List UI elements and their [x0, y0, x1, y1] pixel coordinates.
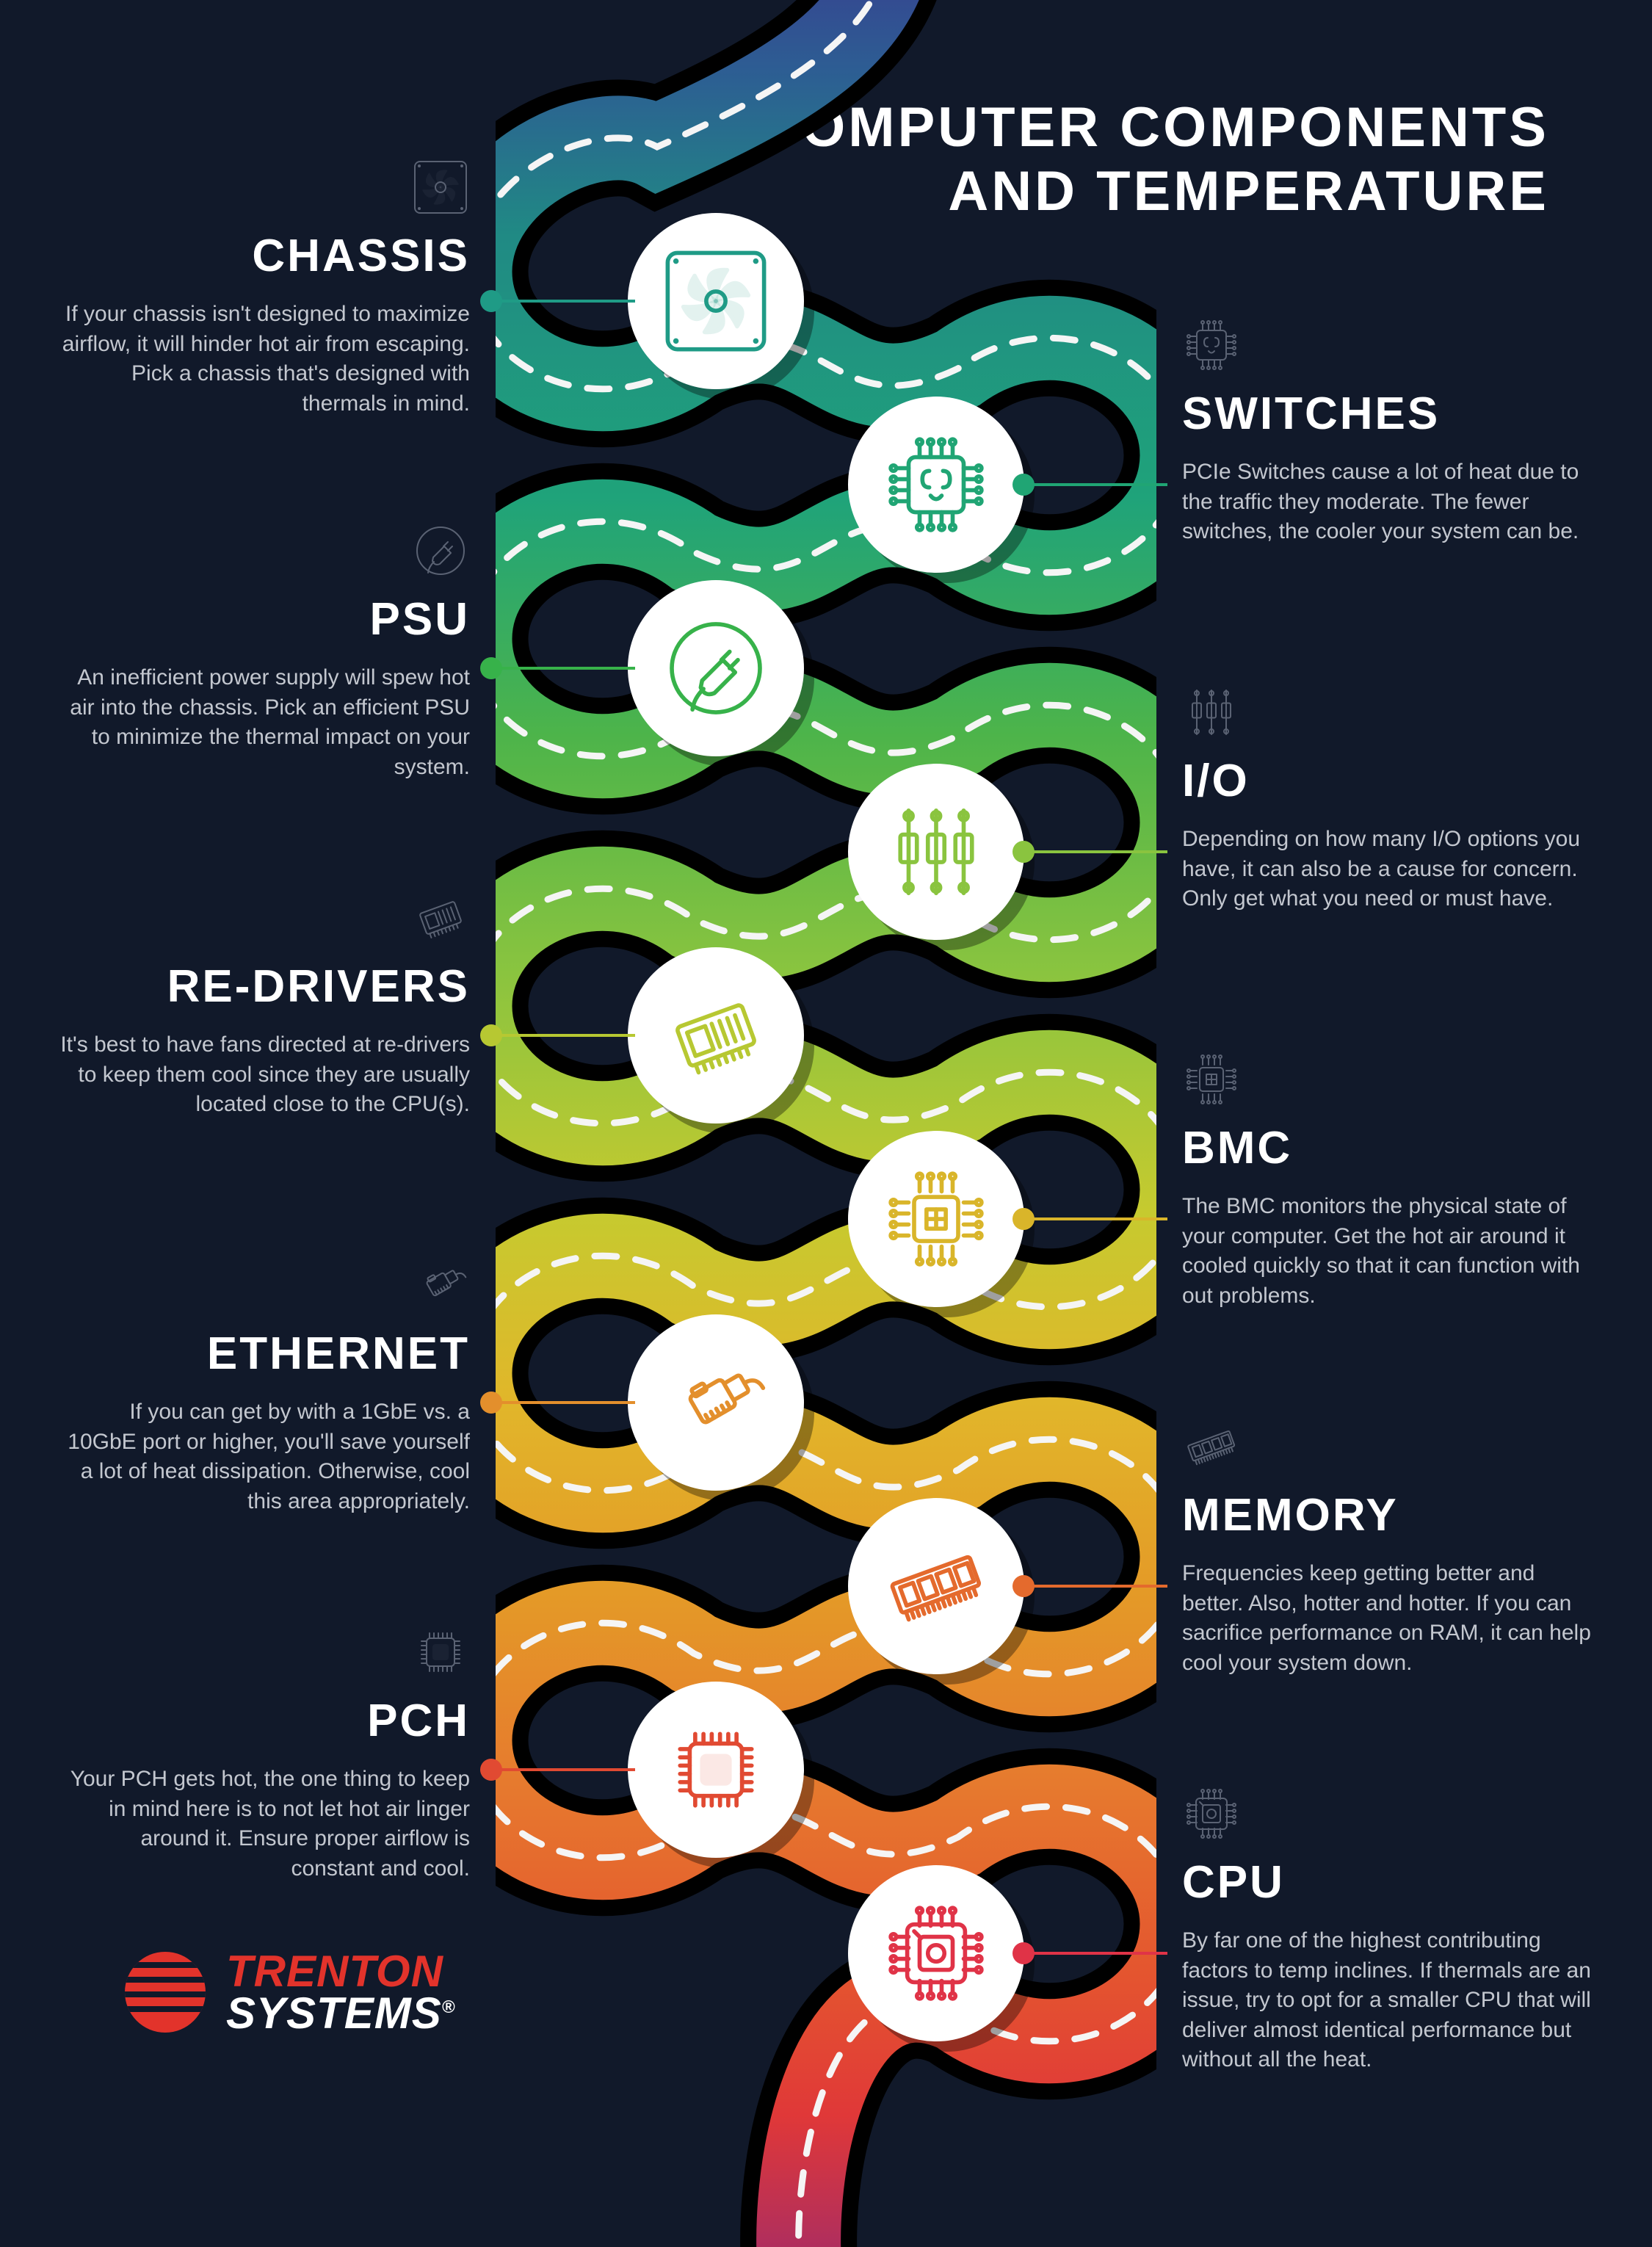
- connector-line: [485, 1034, 635, 1037]
- cpu-mini-icon: [1182, 1784, 1241, 1843]
- ram-mini-icon: [1182, 1417, 1241, 1476]
- component-entry: RE-DRIVERS It's best to have fans directe…: [59, 889, 470, 1120]
- component-title: MEMORY: [1182, 1489, 1593, 1541]
- connector-dot-icon: [1012, 474, 1035, 496]
- component-body: Frequencies keep getting better and bett…: [1182, 1559, 1593, 1678]
- component-entry: CPU By far one of the highest contributin…: [1182, 1784, 1593, 2075]
- component-circle: [848, 1865, 1024, 2041]
- connector-line: [485, 300, 635, 303]
- component-title: SWITCHES: [1182, 388, 1593, 440]
- connector-line: [1017, 1952, 1167, 1955]
- chip-brain-mini-icon: [1182, 316, 1241, 374]
- logo-mark-icon: [125, 1952, 206, 2033]
- logo-text: TRENTON SYSTEMS®: [226, 1950, 455, 2034]
- component-entry: PSU An inefficient power supply will spew…: [59, 521, 470, 782]
- component-title: CHASSIS: [59, 230, 470, 282]
- component-body: It's best to have fans directed at re-dr…: [59, 1030, 470, 1120]
- component-circle: [628, 1314, 804, 1491]
- component-entry: BMC The BMC monitors the physical state o…: [1182, 1050, 1593, 1311]
- component-circle: [848, 1131, 1024, 1307]
- connector-dot-icon: [480, 1024, 502, 1046]
- component-circle: [848, 764, 1024, 940]
- component-title: ETHERNET: [59, 1328, 470, 1380]
- component-title: PSU: [59, 593, 470, 645]
- component-circle: [848, 1498, 1024, 1674]
- component-circle: [848, 397, 1024, 573]
- component-entry: CHASSIS If your chassis isn't designed to…: [59, 158, 470, 419]
- connector-line: [1017, 850, 1167, 853]
- component-title: CPU: [1182, 1856, 1593, 1908]
- connector-dot-icon: [1012, 841, 1035, 863]
- connector-dot-icon: [1012, 1575, 1035, 1597]
- component-title: I/O: [1182, 755, 1593, 807]
- component-circle: [628, 1682, 804, 1858]
- connector-line: [485, 1768, 635, 1771]
- fan-mini-icon: [411, 158, 470, 217]
- component-circle: [628, 947, 804, 1124]
- connector-line: [1017, 483, 1167, 486]
- component-title: BMC: [1182, 1122, 1593, 1174]
- component-body: Your PCH gets hot, the one thing to keep…: [59, 1765, 470, 1884]
- component-entry: MEMORY Frequencies keep getting better an…: [1182, 1417, 1593, 1678]
- component-circle: [628, 213, 804, 389]
- component-entry: I/O Depending on how many I/O options you…: [1182, 683, 1593, 914]
- component-body: The BMC monitors the physical state of y…: [1182, 1192, 1593, 1311]
- pch-mini-icon: [411, 1623, 470, 1682]
- component-entry: SWITCHES PCIe Switches cause a lot of hea…: [1182, 316, 1593, 547]
- io-mini-icon: [1182, 683, 1241, 742]
- component-body: If you can get by with a 1GbE vs. a 10Gb…: [59, 1397, 470, 1516]
- component-body: PCIe Switches cause a lot of heat due to…: [1182, 457, 1593, 547]
- component-entry: ETHERNET If you can get by with a 1GbE vs…: [59, 1256, 470, 1516]
- bmc-mini-icon: [1182, 1050, 1241, 1109]
- brand-logo: TRENTON SYSTEMS®: [125, 1950, 455, 2034]
- connector-dot-icon: [480, 1392, 502, 1414]
- connector-line: [1017, 1217, 1167, 1220]
- component-body: Depending on how many I/O options you ha…: [1182, 825, 1593, 914]
- plug-mini-icon: [411, 521, 470, 580]
- road-path: [496, 0, 1156, 2247]
- component-title: RE-DRIVERS: [59, 960, 470, 1013]
- connector-line: [1017, 1585, 1167, 1588]
- connector-dot-icon: [480, 290, 502, 312]
- component-entry: PCH Your PCH gets hot, the one thing to k…: [59, 1623, 470, 1884]
- connector-dot-icon: [480, 657, 502, 679]
- connector-line: [485, 667, 635, 670]
- redriver-mini-icon: [411, 889, 470, 947]
- connector-dot-icon: [480, 1759, 502, 1781]
- connector-dot-icon: [1012, 1942, 1035, 1964]
- component-circle: [628, 580, 804, 756]
- component-body: An inefficient power supply will spew ho…: [59, 663, 470, 782]
- component-body: By far one of the highest contributing f…: [1182, 1926, 1593, 2075]
- connector-dot-icon: [1012, 1208, 1035, 1230]
- component-title: PCH: [59, 1695, 470, 1747]
- connector-line: [485, 1401, 635, 1404]
- component-body: If your chassis isn't designed to maximi…: [59, 300, 470, 419]
- ethernet-mini-icon: [411, 1256, 470, 1314]
